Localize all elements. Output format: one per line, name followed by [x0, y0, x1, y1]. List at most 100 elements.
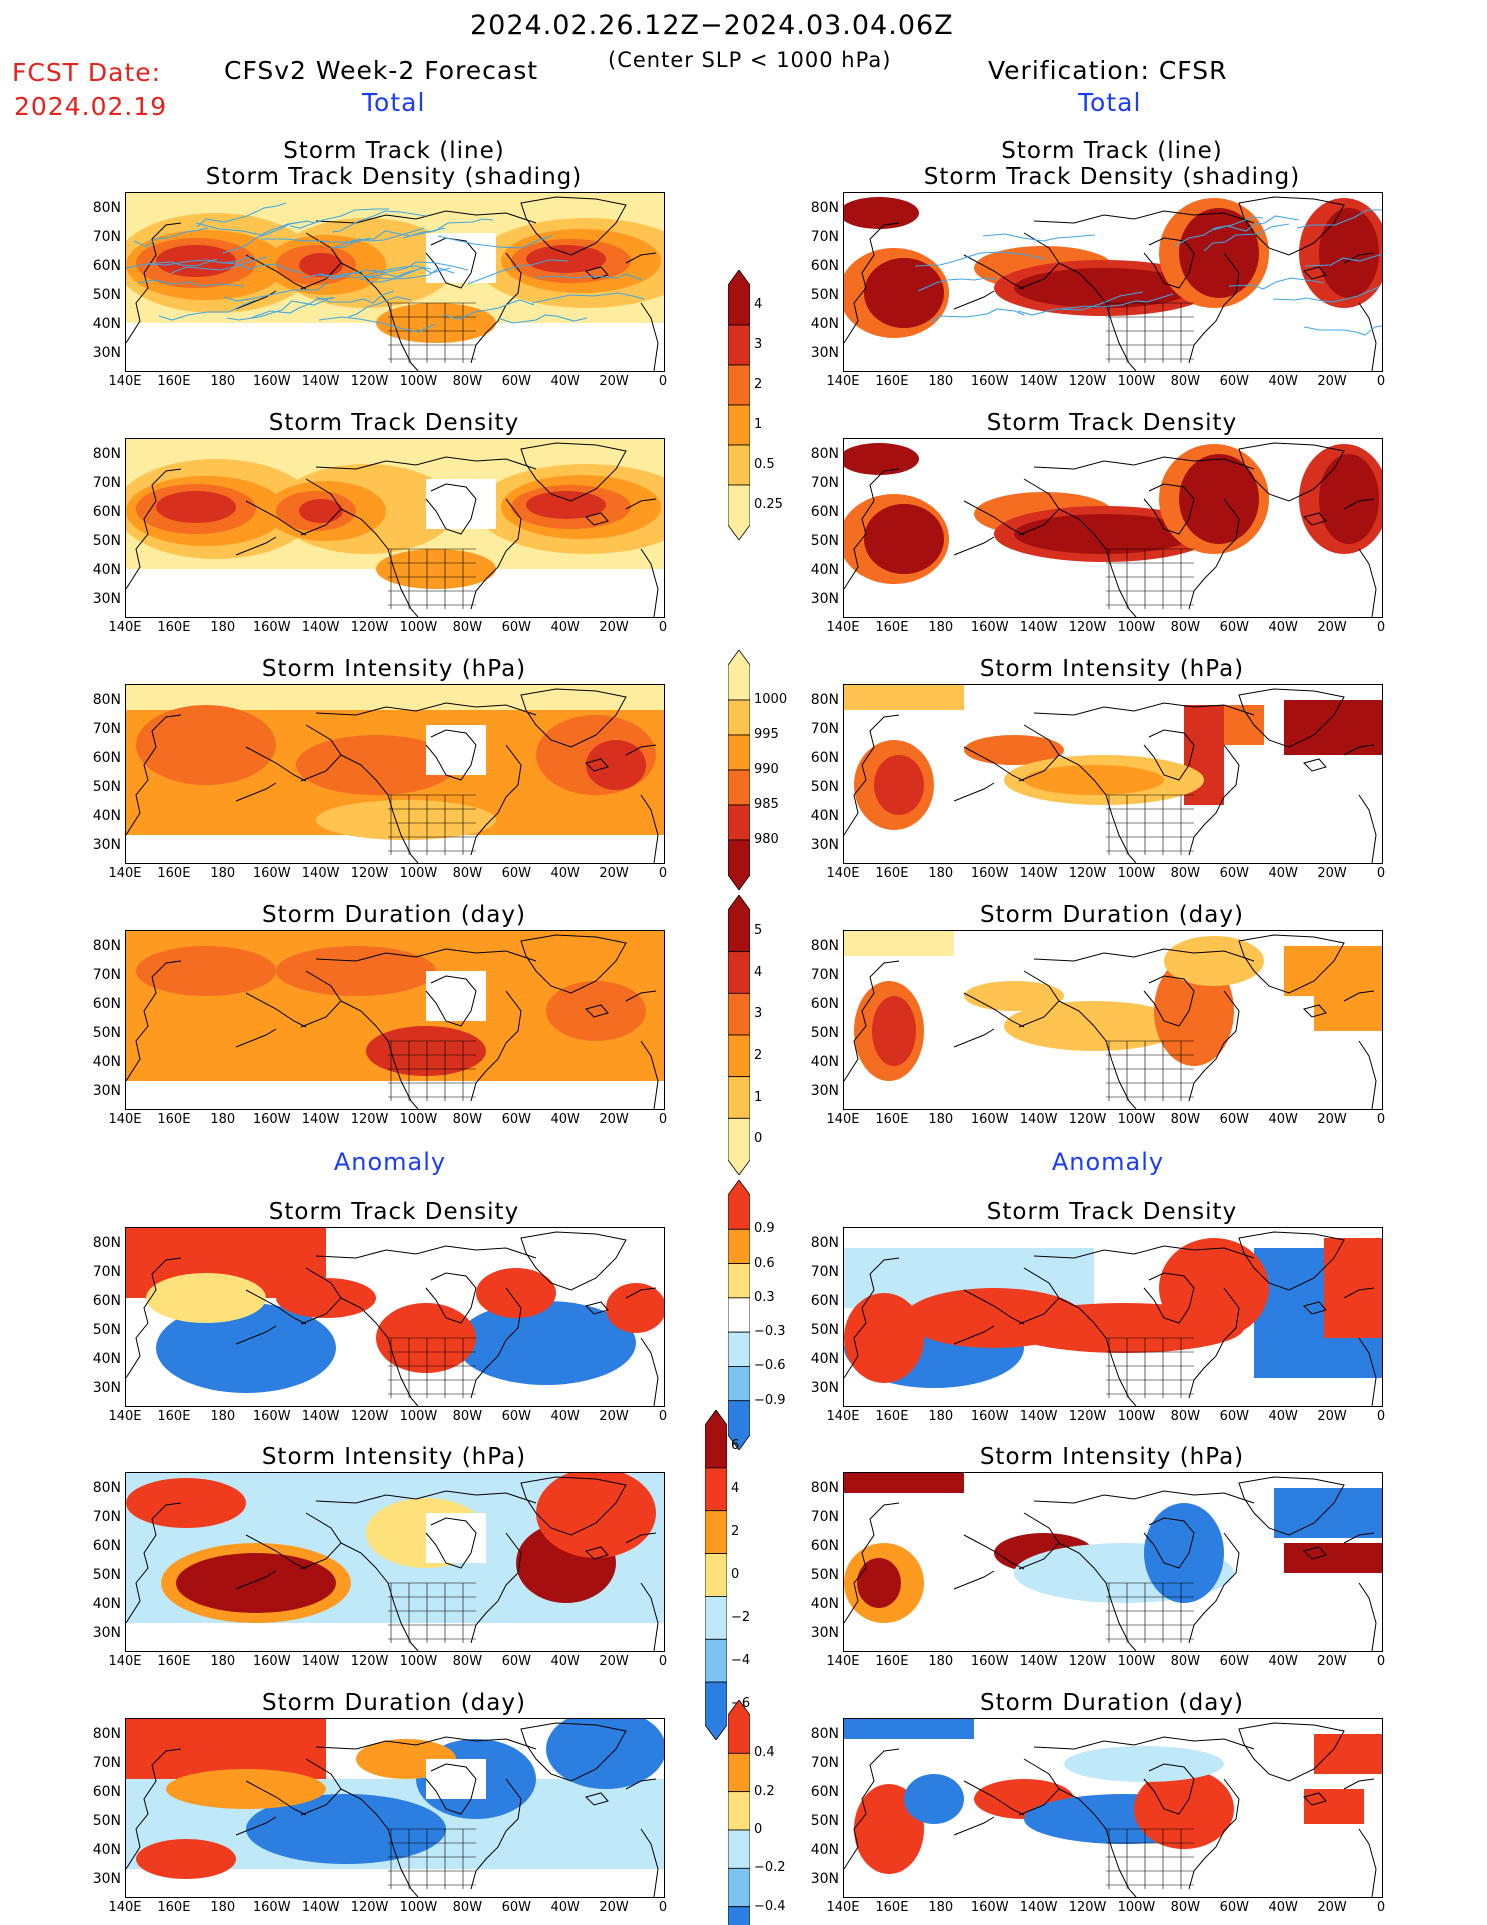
lon-tick-label: 20W [1317, 1654, 1347, 1669]
right-storm-track-map-title-2: Storm Track Density (shading) [923, 164, 1301, 190]
right-density-anomaly-map-title: Storm Track Density [986, 1199, 1238, 1225]
lon-tick-label: 160W [970, 1900, 1009, 1915]
lon-tick-label: 140W [1019, 1654, 1058, 1669]
lon-tick-label: 160E [875, 1409, 909, 1424]
colorbar-tick-label: 0.6 [754, 1255, 775, 1271]
lat-tick-label: 60N [810, 258, 839, 274]
lon-tick-label: 160E [157, 1112, 191, 1127]
lat-tick-label: 60N [92, 1784, 121, 1800]
right-column-title: Verification: CFSR [988, 56, 1228, 85]
lon-tick-label: 100W [399, 374, 438, 389]
colorbar-tick-label: 0 [731, 1567, 740, 1582]
lon-tick-label: 40W [550, 374, 580, 389]
lon-tick-label: 180 [210, 1654, 236, 1669]
lat-tick-label: 40N [810, 1596, 839, 1612]
lon-tick-label: 0 [1376, 1112, 1386, 1127]
density-anomaly-colorbar [727, 1179, 751, 1454]
lon-tick-label: 0 [1376, 1409, 1386, 1424]
colorbar-tick-label: 985 [754, 797, 779, 812]
colorbar-tick-label: 0.5 [754, 457, 775, 472]
right-storm-duration-map [843, 930, 1383, 1110]
lon-tick-label: 140E [108, 1900, 142, 1915]
lat-tick-label: 70N [810, 721, 839, 737]
lon-tick-label: 100W [1117, 374, 1156, 389]
lat-tick-label: 30N [810, 1380, 839, 1396]
lon-tick-label: 40W [1268, 374, 1298, 389]
lat-tick-label: 80N [92, 938, 121, 954]
lat-tick-label: 60N [810, 504, 839, 520]
lat-tick-label: 70N [810, 1755, 839, 1771]
lon-tick-label: 140W [301, 374, 340, 389]
lat-tick-label: 50N [810, 779, 839, 795]
lon-tick-label: 160E [875, 374, 909, 389]
density-total-colorbar [727, 269, 751, 544]
lat-tick-label: 50N [810, 1567, 839, 1583]
lon-tick-label: 140W [1019, 1409, 1058, 1424]
lon-tick-label: 40W [1268, 1112, 1298, 1127]
lat-tick-label: 30N [810, 1871, 839, 1887]
lon-tick-label: 160E [875, 620, 909, 635]
lon-tick-label: 0 [658, 1900, 668, 1915]
lon-tick-label: 180 [928, 620, 954, 635]
lon-tick-label: 20W [599, 1409, 629, 1424]
lat-tick-label: 80N [92, 1480, 121, 1496]
left-storm-track-density-map-title: Storm Track Density [268, 410, 520, 436]
lon-tick-label: 20W [599, 374, 629, 389]
lat-tick-label: 60N [92, 504, 121, 520]
lon-tick-label: 160W [970, 1409, 1009, 1424]
left-storm-duration-map-title: Storm Duration (day) [262, 902, 526, 928]
duration-anomaly-colorbar [727, 1699, 751, 1925]
lon-tick-label: 140E [108, 374, 142, 389]
lon-tick-label: 80W [1170, 866, 1201, 881]
lon-tick-label: 60W [1219, 1112, 1249, 1127]
colorbar-tick-label: 2 [731, 1524, 740, 1540]
lon-tick-label: 180 [210, 866, 236, 881]
lon-tick-label: 80W [452, 1900, 483, 1915]
criteria-subtitle: (Center SLP < 1000 hPa) [608, 48, 892, 72]
lon-tick-label: 140W [1019, 1112, 1058, 1127]
left-duration-anomaly-map-title: Storm Duration (day) [262, 1690, 526, 1716]
lon-tick-label: 40W [1268, 1409, 1298, 1424]
colorbar-tick-label: 3 [754, 1006, 763, 1022]
left-storm-duration-map [125, 930, 665, 1110]
left-anomaly-label: Anomaly [333, 1148, 447, 1176]
left-density-anomaly-map-title: Storm Track Density [268, 1199, 520, 1225]
lat-tick-label: 30N [810, 345, 839, 361]
lon-tick-label: 120W [1068, 1654, 1107, 1669]
lon-tick-label: 160E [875, 866, 909, 881]
colorbar-tick-label: 980 [754, 832, 779, 847]
colorbar-tick-label: 0 [754, 1822, 763, 1837]
intensity-total-colorbar [727, 649, 751, 894]
lon-tick-label: 120W [1068, 620, 1107, 635]
lat-tick-label: 60N [92, 258, 121, 274]
lat-tick-label: 30N [92, 345, 121, 361]
colorbar-tick-label: 2 [754, 1047, 763, 1063]
left-storm-intensity-map [125, 684, 665, 864]
lon-tick-label: 20W [599, 620, 629, 635]
lon-tick-label: 160W [970, 1654, 1009, 1669]
lon-tick-label: 120W [350, 620, 389, 635]
lon-tick-label: 0 [658, 1654, 668, 1669]
lat-tick-label: 50N [810, 1813, 839, 1829]
lat-tick-label: 30N [92, 837, 121, 853]
lon-tick-label: 100W [1117, 866, 1156, 881]
lon-tick-label: 120W [1068, 1900, 1107, 1915]
lat-tick-label: 70N [810, 967, 839, 983]
colorbar-tick-label: 1000 [754, 692, 788, 707]
colorbar-tick-label: 4 [754, 964, 763, 980]
lon-tick-label: 20W [1317, 1409, 1347, 1424]
lon-tick-label: 0 [1376, 1654, 1386, 1669]
colorbar-tick-label: −2 [731, 1609, 751, 1625]
left-density-anomaly-map [125, 1227, 665, 1407]
colorbar-tick-label: −0.2 [754, 1860, 786, 1876]
lon-tick-label: 60W [501, 866, 531, 881]
lon-tick-label: 160W [252, 1409, 291, 1424]
lat-tick-label: 60N [810, 750, 839, 766]
lat-tick-label: 50N [810, 1322, 839, 1338]
colorbar-tick-label: 1 [754, 417, 763, 432]
lon-tick-label: 180 [928, 1409, 954, 1424]
colorbar-tick-label: −0.4 [754, 1898, 786, 1914]
lon-tick-label: 180 [928, 1654, 954, 1669]
lon-tick-label: 100W [399, 1112, 438, 1127]
